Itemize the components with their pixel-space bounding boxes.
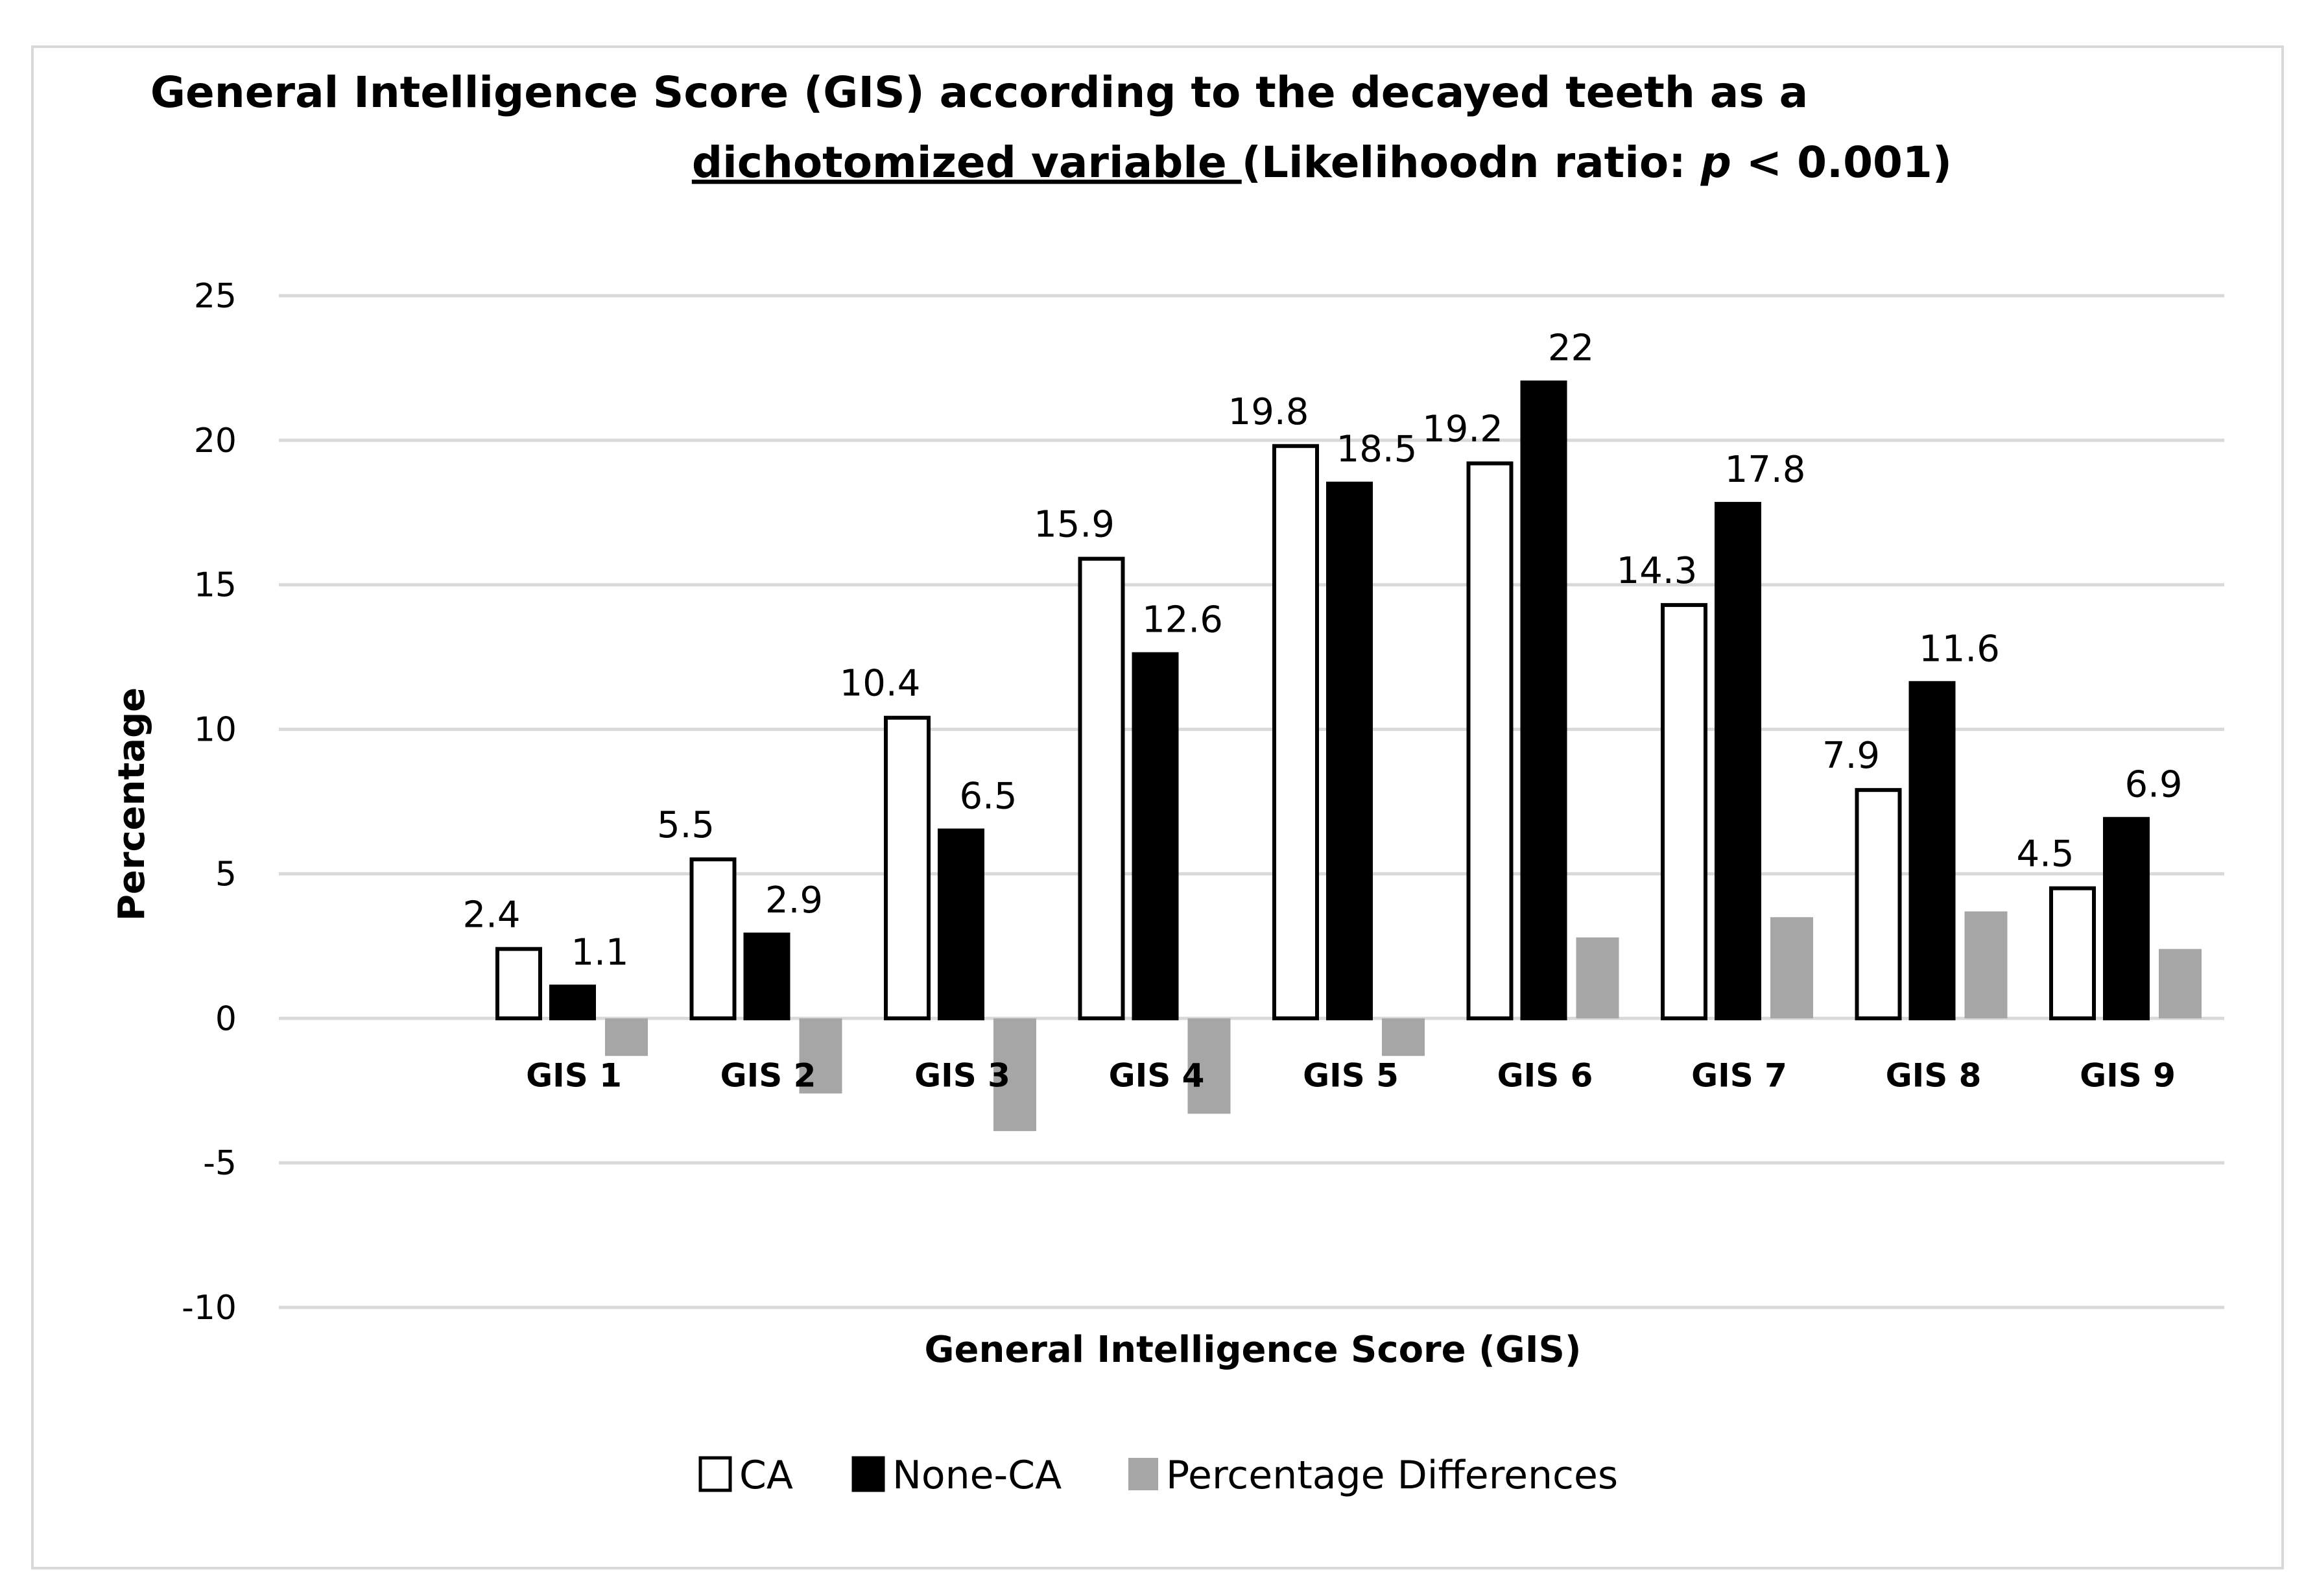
y-tick-label: 5: [215, 855, 237, 894]
legend-item-percentage-differences: Percentage Differences: [1128, 1453, 1618, 1498]
bar-percentage-difference: [2159, 949, 2202, 1019]
data-label-ca: 10.4: [840, 663, 921, 705]
data-labels: 2.4 1.1 5.5 2.9 10.4 6.5 15.9 12.6 19.8 18.5 19.2 2…: [462, 328, 2182, 974]
data-label-none-ca: 17.8: [1725, 449, 1806, 491]
chart-title-suffix: < 0.001): [1731, 137, 1952, 187]
bar-ca: [689, 857, 737, 1021]
bar-percentage-difference: [993, 1018, 1036, 1132]
y-tick-label: 10: [194, 711, 237, 750]
legend-item-none-ca: None-CA: [851, 1453, 1062, 1498]
bar-percentage-difference: [1382, 1018, 1425, 1056]
bar-ca: [1272, 444, 1319, 1021]
y-tick-label: 20: [194, 422, 237, 460]
bar-ca: [1078, 556, 1125, 1021]
y-tick-label: 15: [194, 566, 237, 605]
legend-swatch: [698, 1456, 732, 1492]
data-label-none-ca: 18.5: [1337, 429, 1418, 471]
chart-title: General Intelligence Score (GIS) accordi…: [150, 67, 1952, 187]
data-label-none-ca: 6.5: [959, 776, 1017, 818]
data-label-none-ca: 6.9: [2124, 764, 2182, 806]
bar-none-ca: [549, 984, 596, 1021]
x-axis-title: General Intelligence Score (GIS): [925, 1329, 1582, 1371]
bar-ca: [884, 715, 931, 1021]
data-label-none-ca: 22: [1548, 328, 1594, 370]
bar-ca: [495, 947, 542, 1021]
bar-none-ca: [743, 933, 790, 1021]
data-label-ca: 5.5: [657, 804, 715, 846]
x-axis-categories: GIS 1 GIS 2 GIS 3 GIS 4 GIS 5 GIS 6 GIS 7 GIS 8…: [526, 1056, 2176, 1094]
gridlines: [279, 294, 2224, 1309]
legend-swatch: [851, 1456, 885, 1492]
x-tick-label: GIS 7: [1691, 1056, 1787, 1094]
data-label-ca: 2.4: [462, 894, 520, 936]
bar-percentage-difference: [1770, 917, 1813, 1019]
y-tick-label: 25: [194, 277, 237, 316]
data-label-ca: 19.8: [1228, 391, 1309, 433]
data-label-none-ca: 12.6: [1142, 599, 1223, 641]
legend-item-ca: CA: [698, 1453, 793, 1498]
bar-none-ca: [2103, 816, 2150, 1021]
legend-swatch: [1128, 1458, 1158, 1490]
bar-percentage-difference: [1576, 937, 1619, 1019]
bar-percentage-difference: [1187, 1018, 1231, 1114]
bar-none-ca: [1520, 380, 1567, 1021]
bar-none-ca: [938, 828, 984, 1021]
x-tick-label: GIS 5: [1303, 1056, 1399, 1094]
bar-none-ca: [1715, 501, 1761, 1021]
data-label-ca: 4.5: [2016, 833, 2074, 875]
legend-label: Percentage Differences: [1166, 1453, 1618, 1498]
data-label-none-ca: 11.6: [1919, 628, 2000, 670]
data-label-ca: 14.3: [1617, 550, 1698, 592]
chart-title-line1: General Intelligence Score (GIS) accordi…: [150, 67, 1808, 117]
data-label-none-ca: 2.9: [765, 879, 823, 922]
bars: [495, 380, 2202, 1132]
x-tick-label: GIS 8: [1886, 1056, 1982, 1094]
x-tick-label: GIS 2: [720, 1056, 816, 1094]
x-tick-label: GIS 6: [1497, 1056, 1593, 1094]
legend-label: None-CA: [892, 1453, 1062, 1498]
data-label-none-ca: 1.1: [571, 931, 628, 973]
bar-none-ca: [1132, 652, 1179, 1021]
bar-percentage-difference: [1964, 911, 2008, 1019]
bar-percentage-difference: [605, 1018, 648, 1056]
data-label-ca: 15.9: [1034, 504, 1115, 546]
data-label-ca: 19.2: [1422, 409, 1503, 451]
bar-none-ca: [1326, 481, 1373, 1021]
y-tick-label: -5: [203, 1144, 237, 1183]
bar-percentage-difference: [799, 1018, 842, 1094]
bar-ca: [1661, 602, 1707, 1021]
chart-title-underlined: dichotomized variable: [692, 137, 1242, 187]
y-tick-label: -10: [182, 1289, 237, 1328]
x-tick-label: GIS 1: [526, 1056, 622, 1094]
bar-ca: [1855, 788, 1902, 1021]
x-tick-label: GIS 3: [914, 1056, 1010, 1094]
bar-none-ca: [1908, 681, 1956, 1021]
y-axis-ticks: -10 -5 0 5 10 15 20 25: [182, 277, 237, 1328]
chart-title-italic: p: [1700, 137, 1731, 187]
chart-title-prefix: (Likelihoodn ratio:: [1242, 137, 1701, 187]
x-tick-label: GIS 4: [1109, 1056, 1205, 1094]
legend: CA None-CA Percentage Differences: [698, 1453, 1618, 1498]
data-label-ca: 7.9: [1822, 735, 1880, 777]
chart-title-line2: dichotomized variable (Likelihoodn ratio…: [692, 137, 1952, 187]
bar-ca: [1466, 461, 1514, 1021]
y-tick-label: 0: [215, 999, 237, 1038]
bar-ca: [2049, 886, 2096, 1021]
legend-label: CA: [739, 1453, 793, 1498]
x-tick-label: GIS 9: [2080, 1056, 2176, 1094]
y-axis-title: Percentage: [111, 687, 153, 921]
